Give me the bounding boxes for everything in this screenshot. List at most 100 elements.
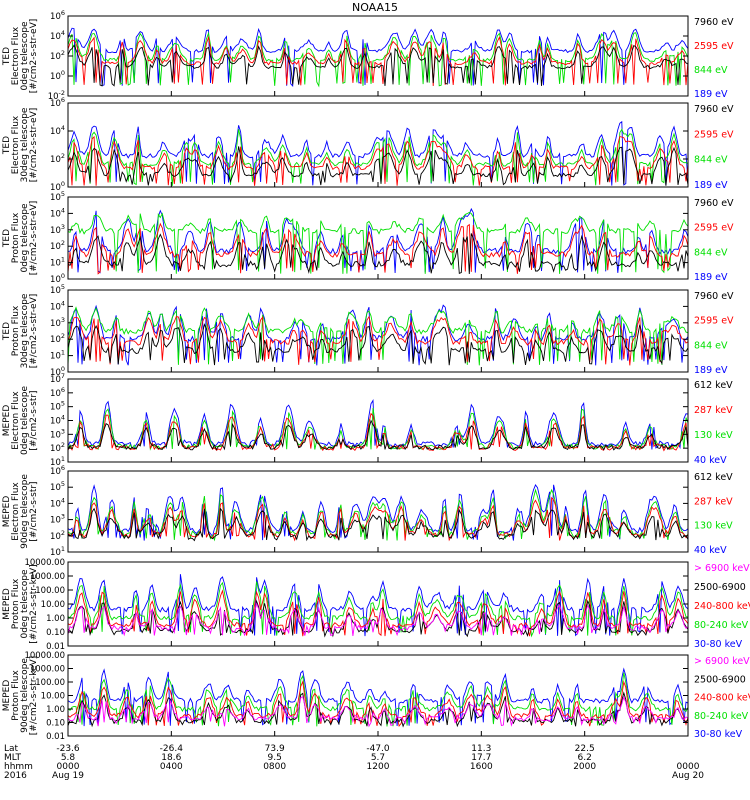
y-axis-label-line: [#/cm2-s-str-keV] xyxy=(29,656,39,735)
time-axis-value: 1200 xyxy=(367,762,390,772)
legend-entry: 844 eV xyxy=(694,155,728,166)
y-axis-label-line: [#/cm2-s-str-eV] xyxy=(29,294,39,369)
y-axis-label-line: TED xyxy=(2,47,12,66)
y-tick-label: 100.00 xyxy=(35,586,65,596)
time-axis-row-label: MLT xyxy=(4,753,22,763)
series-line-green xyxy=(67,211,689,274)
series-line-red xyxy=(67,222,689,275)
time-axis-value: -26.4 xyxy=(160,744,184,754)
series-line-green xyxy=(67,672,689,727)
series-line-green xyxy=(67,306,689,366)
legend-entry: 240-800 keV xyxy=(694,601,750,612)
series-line-green xyxy=(67,488,689,542)
series-line-green xyxy=(67,407,689,451)
series-line-black xyxy=(67,44,689,87)
legend-entry: > 6900 keV xyxy=(694,656,750,667)
legend-entry: 189 eV xyxy=(694,365,728,376)
legend-entry: 7960 eV xyxy=(694,198,734,209)
series-line-red xyxy=(67,315,689,366)
y-axis-label-line: [#/cm2-s-str-eV] xyxy=(29,108,39,183)
y-axis-label-line: [#/cm2-s-str] xyxy=(29,390,39,450)
legend-entry: 80-240 keV xyxy=(694,711,749,722)
y-tick-label: 1000.00 xyxy=(30,572,65,582)
time-axis-value: 0400 xyxy=(160,762,183,772)
time-axis-value: -47.0 xyxy=(366,744,390,754)
legend-entry: 189 eV xyxy=(694,272,728,283)
series-line-black xyxy=(67,146,689,186)
legend-entry: 2595 eV xyxy=(694,129,734,140)
time-axis-value: 18.6 xyxy=(161,753,181,763)
legend-entry: 189 eV xyxy=(694,180,728,191)
time-axis-value: 1600 xyxy=(470,762,493,772)
series-line-blue xyxy=(67,120,689,186)
time-axis-value: 73.9 xyxy=(265,744,285,754)
legend-entry: 844 eV xyxy=(694,340,728,351)
time-axis-value: 17.7 xyxy=(471,753,491,763)
time-axis-value: 2000 xyxy=(573,762,596,772)
legend-entry: 189 eV xyxy=(694,89,728,100)
y-axis-label-line: TED xyxy=(2,229,12,248)
y-axis-label-line: MEPED xyxy=(2,496,12,528)
legend-entry: 130 keV xyxy=(694,521,733,532)
series-line-magenta xyxy=(67,602,689,637)
series-line-black xyxy=(67,233,689,275)
y-axis-label-line: Proton Flux xyxy=(11,670,21,721)
time-axis-value: 22.5 xyxy=(575,744,595,754)
legend-entry: 2500-6900 xyxy=(694,674,746,685)
legend-entry: 844 eV xyxy=(694,247,728,258)
time-axis-row-label: hhmm xyxy=(4,762,33,772)
legend-entry: 2595 eV xyxy=(694,316,734,327)
legend-entry: > 6900 keV xyxy=(694,563,750,574)
y-axis-label-line: TED xyxy=(2,136,12,155)
y-axis-label-line: MEPED xyxy=(2,405,12,437)
series-line-green xyxy=(67,581,689,638)
series-line-blue xyxy=(67,207,689,274)
legend-entry: 40 keV xyxy=(694,455,727,466)
series-line-magenta xyxy=(67,695,689,728)
legend-entry: 844 eV xyxy=(694,65,728,76)
series-line-red xyxy=(67,135,689,186)
legend-entry: 30-80 keV xyxy=(694,639,743,650)
y-axis-label-line: 30deg telescope xyxy=(20,107,30,182)
series-line-red xyxy=(67,35,689,87)
y-axis-label-line: 30deg telescope xyxy=(20,293,30,368)
y-axis-label-line: Electron Flux xyxy=(11,115,21,174)
legend-entry: 287 keV xyxy=(694,405,733,416)
y-tick-label: 10.00 xyxy=(41,692,65,702)
legend-entry: 40 keV xyxy=(694,545,727,556)
y-axis-label-line: 90deg telescope xyxy=(20,658,30,733)
y-tick-label: 10000.00 xyxy=(24,558,65,568)
y-tick-label: 1000.00 xyxy=(30,665,65,675)
legend-entry: 2595 eV xyxy=(694,223,734,234)
series-line-blue xyxy=(67,483,689,541)
legend-entry: 612 keV xyxy=(694,380,733,391)
legend-entry: 7960 eV xyxy=(694,291,734,302)
series-line-black xyxy=(67,323,689,366)
y-axis-label-line: MEPED xyxy=(2,588,12,620)
y-tick-label: 0.10 xyxy=(46,719,65,729)
legend-entry: 287 keV xyxy=(694,496,733,507)
y-axis-label-line: MEPED xyxy=(2,680,12,712)
series-line-green xyxy=(67,31,689,88)
y-axis-label-line: Proton Flux xyxy=(11,305,21,356)
time-axis-value: 0000 xyxy=(57,762,80,772)
y-tick-label: 10000.00 xyxy=(24,651,65,661)
time-axis-row-label: Lat xyxy=(4,744,19,754)
y-axis-label-line: [#/cm2-s-str-eV] xyxy=(29,19,39,94)
time-axis-value: 0800 xyxy=(263,762,286,772)
y-axis-label-line: Electron Flux xyxy=(11,26,21,85)
legend-entry: 80-240 keV xyxy=(694,620,749,631)
y-axis-label-line: Electron Flux xyxy=(11,482,21,541)
y-axis-label-line: Proton Flux xyxy=(11,212,21,263)
time-axis-value: 0000 xyxy=(677,762,700,772)
y-tick-label: 100.00 xyxy=(35,678,65,688)
time-axis-value: Aug 19 xyxy=(52,771,84,781)
series-line-red xyxy=(67,412,689,452)
y-axis-label-line: TED xyxy=(2,322,12,341)
y-tick-label: 10.00 xyxy=(41,600,65,610)
legend-entry: 2500-6900 xyxy=(694,582,746,593)
series-line-blue xyxy=(67,27,689,87)
legend-entry: 7960 eV xyxy=(694,17,734,28)
